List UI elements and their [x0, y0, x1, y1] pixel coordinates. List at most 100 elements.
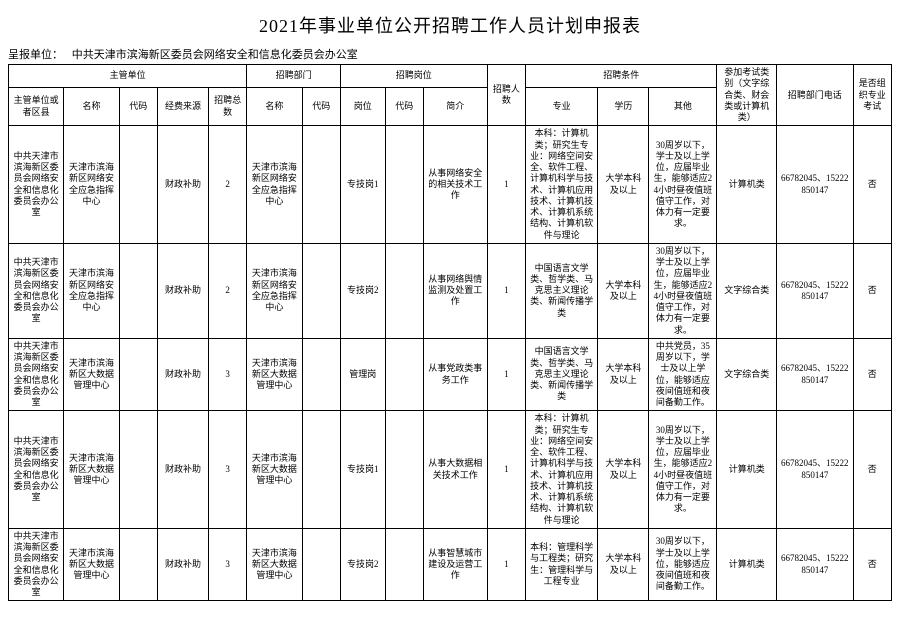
th-pcode: 代码 [385, 87, 423, 126]
table-row: 中共天津市滨海新区委员会网络安全和信息化委员会办公室 天津市滨海新区大数据管理中心… [9, 411, 892, 529]
cell-exam: 计算机类 [717, 411, 777, 529]
th-tel: 招聘部门电话 [777, 65, 854, 126]
th-host-unit: 主管单位 [9, 65, 247, 88]
cell-cnt: 1 [487, 411, 525, 529]
cell-edu: 大学本科及以上 [598, 411, 649, 529]
th-post: 岗位 [340, 87, 385, 126]
cell-oth: 30周岁以下，学士及以上学位，应届毕业生，能够适应24小时昼夜值班值守工作，对体… [649, 243, 717, 338]
cell-dcd [302, 528, 340, 601]
table-row: 中共天津市滨海新区委员会网络安全和信息化委员会办公室天津市滨海新区网络安全应急指… [9, 126, 892, 244]
cell-cd [119, 338, 157, 411]
cell-oth: 中共党员，35周岁以下，学士及以上学位，能够适应夜间值班和夜间备勤工作。 [649, 338, 717, 411]
cell-cnt: 1 [487, 243, 525, 338]
cell-exam: 文字综合类 [717, 243, 777, 338]
cell-dnm: 天津市滨海新区大数据管理中心 [247, 528, 302, 601]
cell-tel: 66782045、15222850147 [777, 126, 854, 244]
header-row-1: 主管单位 招聘部门 招聘岗位 招聘人数 招聘条件 参加考试类别（文字综合类、财会… [9, 65, 892, 88]
cell-nm: 天津市滨海新区大数据管理中心 [64, 338, 119, 411]
cell-cnt: 1 [487, 338, 525, 411]
th-total: 招聘总数 [208, 87, 246, 126]
cell-fund: 财政补助 [157, 243, 208, 338]
cell-dcd [302, 126, 340, 244]
cell-cd [119, 411, 157, 529]
table-row: 中共天津市滨海新区委员会网络安全和信息化委员会办公室天津市滨海新区网络安全应急指… [9, 243, 892, 338]
cell-sup: 中共天津市滨海新区委员会网络安全和信息化委员会办公室 [9, 126, 64, 244]
cell-fund: 财政补助 [157, 528, 208, 601]
cell-total: 2 [208, 243, 246, 338]
cell-total: 3 [208, 338, 246, 411]
cell-major: 中国语言文学类、哲学类、马克思主义理论类、新闻传播学类 [525, 243, 597, 338]
th-recruit-dept: 招聘部门 [247, 65, 341, 88]
th-brief: 简介 [423, 87, 487, 126]
cell-brief: 从事党政类事务工作 [423, 338, 487, 411]
cell-brief: 从事大数据相关技术工作 [423, 411, 487, 529]
cell-cnt: 1 [487, 126, 525, 244]
th-other: 其他 [649, 87, 717, 126]
reporter-line: 呈报单位： 中共天津市滨海新区委员会网络安全和信息化委员会办公室 [8, 46, 892, 62]
cell-fund: 财政补助 [157, 126, 208, 244]
cell-brief: 从事网络安全的相关技术工作 [423, 126, 487, 244]
cell-exam: 文字综合类 [717, 338, 777, 411]
cell-pcd [385, 243, 423, 338]
cell-tel: 66782045、15222850147 [777, 338, 854, 411]
cell-pcd [385, 338, 423, 411]
cell-dnm: 天津市滨海新区大数据管理中心 [247, 411, 302, 529]
reporter-value: 中共天津市滨海新区委员会网络安全和信息化委员会办公室 [72, 46, 358, 62]
cell-pcd [385, 411, 423, 529]
cell-edu: 大学本科及以上 [598, 243, 649, 338]
th-code: 代码 [119, 87, 157, 126]
page-title: 2021年事业单位公开招聘工作人员计划申报表 [8, 12, 892, 38]
cell-exam: 计算机类 [717, 126, 777, 244]
th-recruit-post: 招聘岗位 [340, 65, 487, 88]
cell-nm: 天津市滨海新区网络安全应急指挥中心 [64, 126, 119, 244]
cell-post: 管理岗 [340, 338, 385, 411]
cell-fund: 财政补助 [157, 411, 208, 529]
cell-dcd [302, 243, 340, 338]
th-edu: 学历 [598, 87, 649, 126]
cell-major: 本科：管理科学与工程类；研究生：管理科学与工程专业 [525, 528, 597, 601]
cell-total: 2 [208, 126, 246, 244]
th-recruit-cond: 招聘条件 [525, 65, 716, 88]
cell-brief: 从事智慧城市建设及运营工作 [423, 528, 487, 601]
th-name: 名称 [64, 87, 119, 126]
cell-post: 专技岗1 [340, 411, 385, 529]
cell-tel: 66782045、15222850147 [777, 411, 854, 529]
cell-dnm: 天津市滨海新区网络安全应急指挥中心 [247, 126, 302, 244]
cell-cd [119, 126, 157, 244]
cell-sup: 中共天津市滨海新区委员会网络安全和信息化委员会办公室 [9, 338, 64, 411]
cell-pro: 否 [853, 243, 891, 338]
cell-major: 本科：计算机类；研究生专业：网络空间安全、软件工程、计算机科学与技术、计算机应用… [525, 411, 597, 529]
cell-pro: 否 [853, 126, 891, 244]
cell-oth: 30周岁以下，学士及以上学位，应届毕业生，能够适应24小时昼夜值班值守工作，对体… [649, 126, 717, 244]
th-dcode: 代码 [302, 87, 340, 126]
cell-dcd [302, 411, 340, 529]
cell-fund: 财政补助 [157, 338, 208, 411]
cell-edu: 大学本科及以上 [598, 126, 649, 244]
cell-pcd [385, 126, 423, 244]
cell-sup: 中共天津市滨海新区委员会网络安全和信息化委员会办公室 [9, 411, 64, 529]
table-body: 中共天津市滨海新区委员会网络安全和信息化委员会办公室天津市滨海新区网络安全应急指… [9, 126, 892, 601]
cell-total: 3 [208, 528, 246, 601]
cell-cnt: 1 [487, 528, 525, 601]
cell-cd [119, 243, 157, 338]
cell-post: 专技岗2 [340, 243, 385, 338]
cell-nm: 天津市滨海新区大数据管理中心 [64, 528, 119, 601]
th-fund: 经费来源 [157, 87, 208, 126]
cell-major: 本科：计算机类；研究生专业：网络空间安全、软件工程、计算机科学与技术、计算机应用… [525, 126, 597, 244]
th-dname: 名称 [247, 87, 302, 126]
cell-pcd [385, 528, 423, 601]
th-pro-exam: 是否组织专业考试 [853, 65, 891, 126]
cell-tel: 66782045、15222850147 [777, 528, 854, 601]
cell-major: 中国语言文学类、哲学类、马克思主义理论类、新闻传播学类 [525, 338, 597, 411]
th-sup: 主管单位或者区县 [9, 87, 64, 126]
plan-table: 主管单位 招聘部门 招聘岗位 招聘人数 招聘条件 参加考试类别（文字综合类、财会… [8, 64, 892, 601]
cell-exam: 计算机类 [717, 528, 777, 601]
cell-edu: 大学本科及以上 [598, 528, 649, 601]
table-row: 中共天津市滨海新区委员会网络安全和信息化委员会办公室天津市滨海新区大数据管理中心… [9, 338, 892, 411]
reporter-label: 呈报单位： [8, 46, 63, 62]
cell-brief: 从事网络舆情监测及处置工作 [423, 243, 487, 338]
cell-oth: 30周岁以下，学士及以上学位，应届毕业生，能够适应24小时昼夜值班值守工作，对体… [649, 411, 717, 529]
cell-sup: 中共天津市滨海新区委员会网络安全和信息化委员会办公室 [9, 528, 64, 601]
cell-total: 3 [208, 411, 246, 529]
cell-post: 专技岗2 [340, 528, 385, 601]
